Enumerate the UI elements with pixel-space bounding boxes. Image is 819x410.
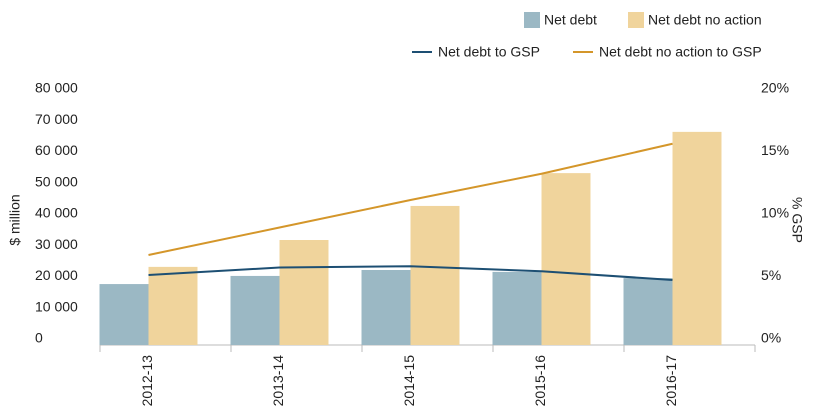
y-tick-label: 80 000 <box>35 80 78 96</box>
bar <box>672 131 722 345</box>
legend-swatch <box>524 12 540 28</box>
y-tick-label: 20 000 <box>35 267 78 283</box>
y-tick-label: 40 000 <box>35 205 78 221</box>
bar <box>148 266 198 345</box>
y2-tick-label: 20% <box>761 80 789 96</box>
bar <box>279 240 329 345</box>
y-tick-label: 10 000 <box>35 298 78 314</box>
bar <box>492 271 542 345</box>
bar <box>541 173 591 345</box>
legend-label: Net debt to GSP <box>438 44 540 60</box>
y-tick-label: 0 <box>35 330 43 346</box>
y2-axis-title: % GSP <box>789 197 805 243</box>
y-tick-label: 50 000 <box>35 173 78 189</box>
bar <box>99 284 149 345</box>
line <box>148 142 673 256</box>
legend-label: Net debt no action <box>648 12 762 28</box>
x-tick-label: 2014-15 <box>401 355 417 407</box>
line <box>148 265 673 281</box>
y-tick-label: 60 000 <box>35 142 78 158</box>
y2-tick-label: 10% <box>761 205 789 221</box>
legend-swatch <box>628 12 644 28</box>
bar <box>410 205 460 345</box>
x-tick-label: 2016-17 <box>663 355 679 407</box>
y2-tick-label: 15% <box>761 142 789 158</box>
y2-tick-label: 0% <box>761 330 781 346</box>
bar <box>230 275 280 345</box>
x-tick-label: 2012-13 <box>139 355 155 407</box>
bar <box>623 278 673 345</box>
x-tick-label: 2013-14 <box>270 355 286 407</box>
y-axis-title: $ million <box>7 194 23 245</box>
legend-label: Net debt <box>544 12 597 28</box>
y-tick-label: 30 000 <box>35 236 78 252</box>
y2-tick-label: 5% <box>761 267 781 283</box>
legend-label: Net debt no action to GSP <box>599 44 762 60</box>
bar <box>361 270 411 345</box>
x-tick-label: 2015-16 <box>532 355 548 407</box>
y-tick-label: 70 000 <box>35 111 78 127</box>
